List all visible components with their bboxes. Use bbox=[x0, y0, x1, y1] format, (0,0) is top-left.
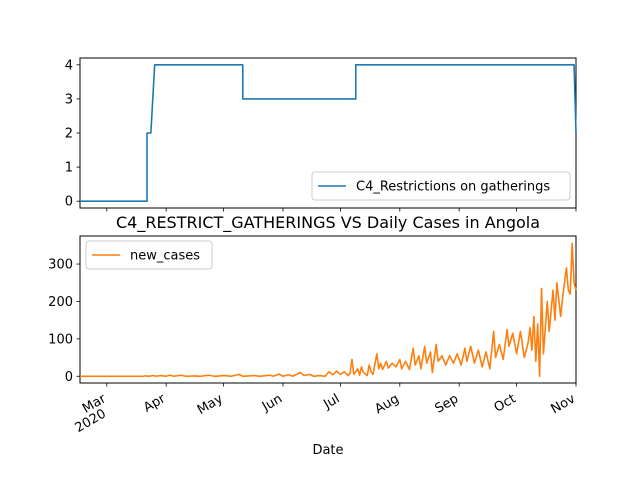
bottom-axes-frame bbox=[79, 235, 577, 384]
top-subplot: 0 1 2 3 4 C4_Restrictions on gatherings bbox=[65, 57, 577, 212]
bottom-subplot: C4_RESTRICT_GATHERINGS VS Daily Cases in… bbox=[48, 213, 578, 458]
top-series-line-0 bbox=[80, 64, 577, 202]
bottom-legend: new_cases bbox=[85, 240, 213, 270]
top-plot-area bbox=[80, 64, 577, 202]
top-y-tick-label-4: 4 bbox=[65, 58, 73, 73]
top-legend-box bbox=[311, 171, 571, 201]
bottom-y-axis: 0 100 200 300 bbox=[48, 258, 80, 385]
bottom-x-tick-label-8: Nov bbox=[549, 391, 579, 417]
bottom-x-tick-label-3: Jun bbox=[259, 391, 285, 415]
bottom-plot-area bbox=[80, 242, 577, 378]
bottom-y-tick-label-2: 200 bbox=[48, 295, 73, 310]
top-y-tick-label-3: 3 bbox=[65, 92, 73, 107]
bottom-chart-title: C4_RESTRICT_GATHERINGS VS Daily Cases in… bbox=[116, 213, 540, 233]
bottom-y-tick-label-1: 100 bbox=[48, 332, 73, 347]
bottom-x-tick-label-5: Aug bbox=[372, 391, 401, 417]
bottom-x-tick-label-4: Jul bbox=[320, 391, 342, 412]
bottom-legend-label: new_cases bbox=[130, 249, 200, 264]
bottom-x-tick-label-7: Oct bbox=[492, 391, 519, 415]
top-x-axis bbox=[106, 208, 577, 212]
bottom-x-tick-label-1: Apr bbox=[141, 391, 169, 416]
bottom-x-tick-label-6: Sep bbox=[432, 391, 461, 416]
bottom-y-tick-label-3: 300 bbox=[48, 258, 73, 273]
bottom-x-tick-label-2: May bbox=[195, 391, 226, 418]
top-legend-label: C4_Restrictions on gatherings bbox=[356, 180, 550, 195]
top-legend: C4_Restrictions on gatherings bbox=[311, 171, 571, 201]
top-y-tick-label-2: 2 bbox=[65, 127, 73, 142]
x-axis-label: Date bbox=[312, 443, 343, 458]
bottom-series-line-0 bbox=[80, 242, 577, 378]
bottom-legend-box bbox=[85, 240, 213, 270]
top-y-axis: 0 1 2 3 4 bbox=[65, 58, 80, 210]
top-y-tick-label-1: 1 bbox=[65, 161, 73, 176]
bottom-y-tick-label-0: 0 bbox=[65, 370, 73, 385]
top-y-tick-label-0: 0 bbox=[65, 195, 73, 210]
